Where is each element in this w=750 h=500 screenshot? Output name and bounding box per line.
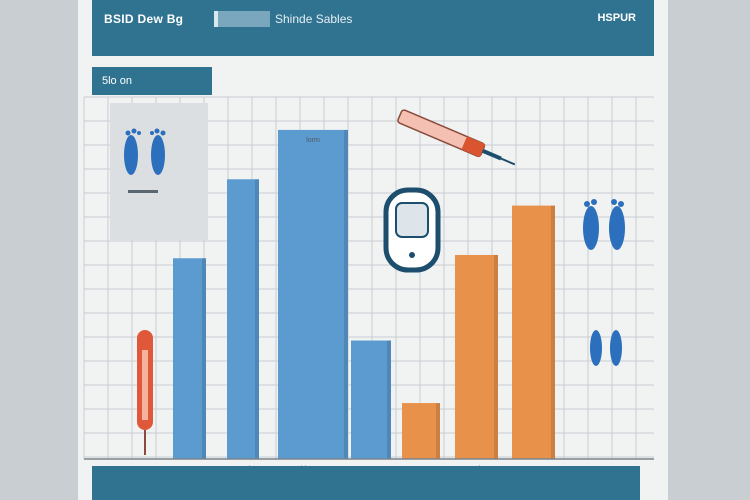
bar-C	[278, 129, 348, 459]
search-input[interactable]	[214, 11, 270, 27]
bar-shade	[344, 129, 348, 459]
bar-shade	[551, 205, 555, 459]
foot-print-icon	[110, 103, 208, 240]
chart-bars	[173, 129, 555, 460]
thermometer-icon	[137, 330, 153, 455]
bar-A	[173, 258, 206, 459]
section-tab[interactable]: 5lo on	[92, 67, 212, 95]
bar-B	[227, 179, 259, 460]
page-subtitle: Shinde Sables	[275, 12, 353, 26]
bar-shade	[255, 179, 259, 460]
syringe-icon	[397, 109, 516, 166]
header-bar: BSID Dew Bg Shinde Sables HSPUR	[92, 0, 654, 56]
bar-E	[402, 403, 440, 459]
section-tab-label: 5lo on	[102, 75, 132, 87]
foot-print-icon	[583, 199, 625, 366]
bar-G	[512, 205, 555, 459]
chart-bar-labels: lorm	[306, 137, 320, 144]
page-title: BSID Dew Bg	[104, 12, 184, 26]
bar-shade	[387, 340, 391, 459]
bar-shade	[436, 403, 440, 459]
bar-D	[351, 340, 391, 459]
footer-bar	[92, 466, 640, 500]
bar-shade	[202, 258, 206, 459]
glucose-meter-icon	[383, 187, 441, 273]
bar-F	[455, 254, 498, 459]
header-right-label: HSPUR	[597, 12, 636, 24]
bar-shade	[494, 254, 498, 459]
bar-top-label: lorm	[306, 137, 320, 144]
